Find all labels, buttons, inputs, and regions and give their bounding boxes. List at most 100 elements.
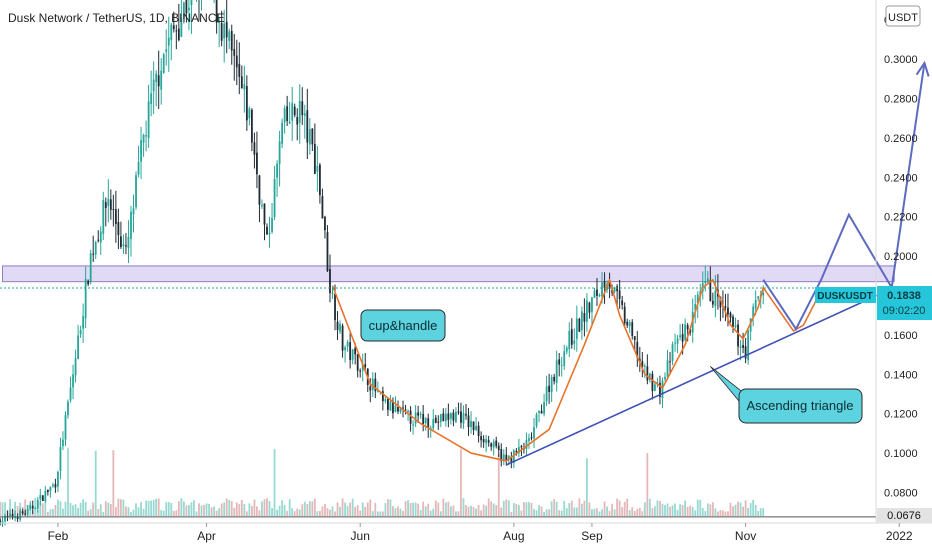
resistance-zone[interactable] (2, 265, 895, 283)
volume-bar (507, 500, 510, 516)
candle-body (384, 399, 387, 402)
time-axis[interactable]: Feb Apr Jun Aug Sep Nov 2022 (0, 522, 932, 543)
candle-body (482, 439, 485, 443)
candle-body (293, 106, 296, 116)
volume-bar (296, 508, 299, 516)
candle-body (112, 209, 115, 211)
candle-body (356, 354, 359, 371)
candle-body (669, 361, 671, 363)
price-tick-label: 0.2800 (884, 93, 918, 105)
volume-bar (616, 498, 619, 516)
candle-body (596, 289, 598, 296)
volume-bar (606, 506, 608, 516)
cup-handle-label-box[interactable]: cup&handle (360, 309, 446, 342)
volume-bar (77, 507, 79, 516)
volume-bar (278, 505, 281, 516)
volume-bar (130, 511, 132, 516)
volume-bar (510, 511, 513, 516)
volume-bar (46, 511, 49, 516)
candle-body (291, 103, 294, 121)
volume-bar (694, 510, 697, 516)
volume-bar (402, 511, 404, 516)
volume-bar (681, 505, 684, 516)
volume-bar (598, 511, 601, 516)
volume-bar (9, 499, 11, 516)
last-price-value: 0.1838 (887, 290, 921, 302)
time-tick-label: Nov (735, 529, 756, 543)
candle-body (145, 135, 148, 137)
candle-body (51, 484, 54, 487)
volume-bar (301, 504, 304, 516)
volume-bar (535, 510, 538, 516)
volume-bar (397, 506, 399, 516)
volume-bar (641, 511, 644, 516)
volume-bar (225, 498, 228, 516)
candle-body (392, 401, 394, 414)
volume-bar (651, 508, 654, 516)
volume-bar (220, 503, 223, 516)
candle-body (643, 365, 646, 367)
volume-bar (659, 500, 661, 516)
ascending-triangle-label-box[interactable]: Ascending triangle (738, 388, 863, 424)
candle-body (618, 290, 621, 299)
candle-body (122, 244, 125, 246)
candle-body (298, 100, 301, 123)
volume-bar (208, 503, 210, 516)
volume-bar (356, 505, 359, 516)
bar-countdown: 09:02:20 (883, 305, 926, 317)
price-tick-label: 0.3000 (884, 54, 918, 66)
candle-body (117, 222, 120, 236)
volume-bar (709, 504, 712, 516)
candle-body (434, 417, 437, 423)
candle-body (175, 30, 178, 32)
volume-bar (102, 511, 105, 516)
candle-body (92, 253, 95, 255)
volume-bar (699, 499, 702, 516)
candle-body (646, 366, 649, 381)
candle-body (648, 373, 651, 380)
projected-path[interactable] (762, 62, 926, 331)
candle-body (475, 425, 477, 430)
volume-bar (122, 499, 125, 516)
candle-body (616, 286, 619, 292)
candle-body (99, 231, 102, 243)
cup-handle-curve[interactable] (331, 278, 820, 462)
currency-badge[interactable]: USDT (885, 5, 921, 27)
volume-bar (157, 498, 160, 516)
candle-body (540, 410, 543, 414)
candle-body (306, 110, 309, 143)
volume-bar (195, 511, 198, 516)
candle-body (243, 84, 246, 90)
volume-bar (54, 505, 57, 516)
candle-body (49, 486, 52, 492)
candle-body (555, 360, 558, 384)
volume-bar (523, 502, 525, 516)
volume-bar (132, 509, 135, 516)
volume-bar (656, 500, 659, 516)
volume-bar (530, 502, 533, 516)
candle-body (233, 49, 236, 56)
volume-bar (520, 510, 523, 516)
volume-bar (608, 510, 611, 516)
candle-body (283, 108, 286, 123)
price-axis[interactable]: 0.32000.30000.28000.26000.24000.22000.20… (875, 0, 918, 523)
symbol-tag: DUSKUSDT (815, 287, 876, 303)
volume-bar (99, 504, 102, 516)
volume-bar (303, 501, 306, 516)
volume-bar (684, 500, 687, 516)
candle-body (381, 391, 384, 402)
volume-bar (41, 503, 44, 516)
volume-bar (79, 502, 82, 516)
candle-body (558, 359, 561, 365)
candle-body (125, 245, 127, 247)
candle-body (104, 202, 107, 208)
ascending-trendline[interactable] (505, 286, 895, 466)
candle-body (719, 296, 722, 308)
candle-body (218, 20, 221, 24)
volume-bar (762, 508, 765, 516)
volume-bar (732, 506, 734, 516)
volume-bar (744, 500, 747, 516)
volume-bar (437, 502, 440, 516)
